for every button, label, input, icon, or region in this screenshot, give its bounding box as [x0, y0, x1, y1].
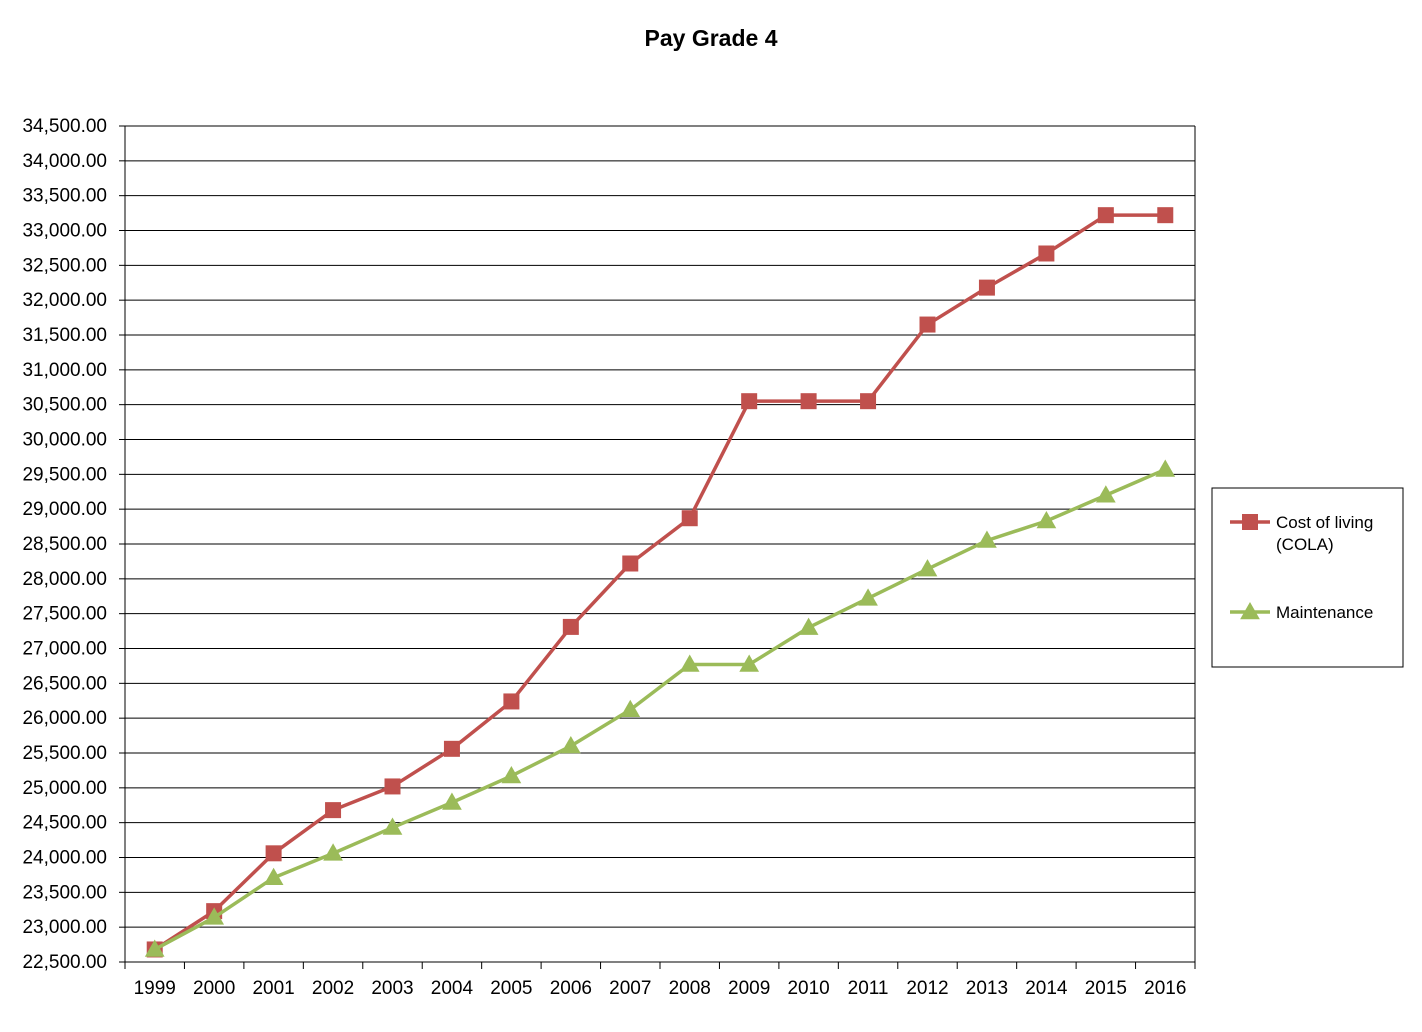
x-tick-label: 2013 — [966, 978, 1008, 999]
data-point — [860, 393, 877, 410]
y-tick-label: 34,500.00 — [22, 116, 107, 137]
y-tick-label: 29,000.00 — [22, 499, 107, 520]
data-point — [323, 843, 343, 861]
y-tick-label: 28,500.00 — [22, 534, 107, 555]
data-point — [1097, 207, 1114, 224]
series-line — [153, 213, 1166, 951]
data-point — [265, 845, 282, 862]
chart-title: Pay Grade 4 — [645, 25, 778, 51]
y-tick-label: 22,500.00 — [22, 952, 107, 973]
x-tick-label: 2010 — [787, 978, 829, 999]
legend-swatch-marker — [1242, 514, 1258, 530]
legend-entry: Maintenance — [1230, 601, 1373, 622]
data-point — [382, 817, 403, 835]
x-tick-label: 1999 — [134, 978, 176, 999]
y-tick-label: 27,000.00 — [22, 639, 107, 660]
y-tick-label: 31,000.00 — [22, 360, 107, 381]
data-point — [501, 765, 522, 784]
x-tick-label: 2015 — [1085, 978, 1127, 999]
y-tick-label: 28,000.00 — [22, 569, 107, 590]
series-cost-of-living — [146, 207, 1174, 958]
data-point — [800, 393, 817, 410]
data-point — [1157, 207, 1174, 224]
data-point — [263, 867, 284, 885]
data-point — [681, 510, 698, 527]
data-point — [1155, 459, 1176, 477]
data-point — [798, 617, 819, 635]
y-axis-tick-labels: 22,500.00 23,000.00 23,500.00 24,000.00 24,5… — [22, 116, 107, 973]
y-tick-label: 32,000.00 — [22, 290, 107, 311]
y-tick-label: 26,000.00 — [22, 708, 107, 729]
data-point — [562, 618, 579, 635]
y-tick-label: 23,000.00 — [22, 917, 107, 938]
axes — [119, 125, 1196, 969]
legend-label: Cost of living — [1276, 513, 1373, 532]
y-tick-label: 26,500.00 — [22, 673, 107, 694]
y-tick-label: 31,500.00 — [22, 325, 107, 346]
series-maintenance — [144, 459, 1176, 957]
x-tick-label: 2008 — [669, 978, 711, 999]
data-point — [1036, 511, 1057, 529]
data-point — [1038, 245, 1055, 262]
x-tick-label: 2009 — [728, 978, 770, 999]
data-point — [560, 736, 581, 754]
series-line — [153, 467, 1166, 952]
x-tick-label: 2000 — [193, 978, 235, 999]
y-tick-label: 24,000.00 — [22, 848, 107, 869]
x-tick-label: 2005 — [490, 978, 532, 999]
y-tick-label: 30,500.00 — [22, 395, 107, 416]
data-point — [741, 393, 758, 410]
y-tick-label: 25,500.00 — [22, 743, 107, 764]
x-tick-label: 2014 — [1025, 978, 1068, 999]
data-point — [622, 555, 639, 572]
x-tick-label: 2003 — [371, 978, 413, 999]
data-point — [739, 654, 760, 672]
y-tick-label: 30,000.00 — [22, 430, 107, 451]
legend-label: (COLA) — [1276, 535, 1334, 554]
data-point — [1095, 485, 1116, 503]
data-point — [679, 654, 700, 672]
x-tick-label: 2012 — [906, 978, 948, 999]
series-layer — [144, 207, 1176, 958]
y-tick-label: 33,500.00 — [22, 186, 107, 207]
x-tick-label: 2011 — [848, 978, 889, 999]
legend-swatch-marker — [1240, 601, 1260, 620]
x-tick-label: 2001 — [252, 978, 294, 999]
data-point — [977, 530, 997, 548]
data-point — [325, 802, 342, 819]
x-tick-label: 2016 — [1144, 978, 1186, 999]
y-tick-label: 29,500.00 — [22, 464, 107, 485]
data-point — [204, 907, 225, 925]
data-point — [917, 559, 938, 577]
data-point — [503, 693, 520, 710]
data-point — [919, 316, 936, 333]
y-tick-label: 33,000.00 — [22, 221, 107, 242]
data-point — [443, 740, 460, 757]
gridlines — [125, 125, 1195, 963]
data-point — [144, 939, 165, 957]
data-point — [620, 699, 641, 718]
data-point — [858, 588, 878, 606]
data-point — [978, 279, 995, 296]
y-tick-label: 34,000.00 — [22, 151, 107, 172]
y-tick-label: 25,000.00 — [22, 778, 107, 799]
legend-label: Maintenance — [1276, 603, 1373, 622]
x-tick-label: 2006 — [550, 978, 592, 999]
x-tick-label: 2004 — [431, 978, 474, 999]
y-tick-label: 23,500.00 — [22, 882, 107, 903]
y-tick-label: 32,500.00 — [22, 255, 107, 276]
legend-entry: Cost of living (COLA) — [1230, 513, 1373, 554]
y-tick-label: 27,500.00 — [22, 604, 107, 625]
data-point — [442, 792, 462, 810]
y-tick-label: 24,500.00 — [22, 813, 107, 834]
x-axis-tick-labels: 1999 2000 2001 2002 2003 2004 2005 2006 2007 2008… — [134, 978, 1187, 999]
x-tick-label: 2007 — [609, 978, 651, 999]
x-tick-label: 2002 — [312, 978, 354, 999]
legend: Cost of living (COLA) Maintenance — [1211, 487, 1404, 668]
data-point — [384, 778, 401, 795]
